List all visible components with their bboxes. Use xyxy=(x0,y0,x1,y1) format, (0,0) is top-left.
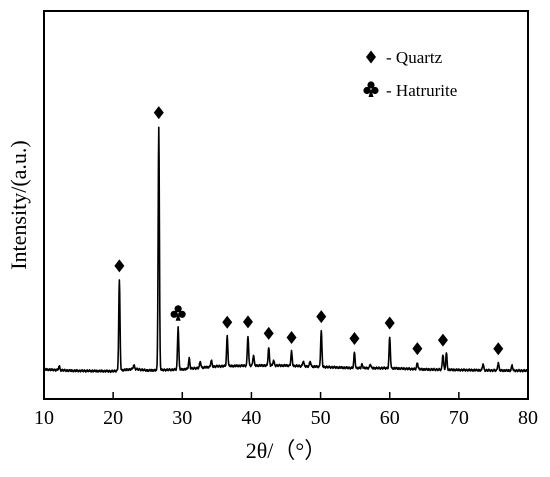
x-tick-label: 10 xyxy=(34,407,54,429)
x-axis-tick-labels: 10 20 30 40 50 60 70 80 xyxy=(34,407,538,429)
quartz-marker xyxy=(286,330,297,344)
club-stem xyxy=(368,89,374,97)
x-tick-label: 80 xyxy=(518,407,538,429)
club-leaf xyxy=(170,310,178,318)
legend-item-quartz: - Quartz xyxy=(366,48,443,67)
club-leaf xyxy=(178,310,186,318)
quartz-marker xyxy=(493,342,504,356)
plot-frame xyxy=(43,10,529,400)
club-icon xyxy=(363,81,379,97)
x-axis-title: 2θ/（°） xyxy=(246,438,326,463)
diamond-icon xyxy=(366,50,376,64)
hatrurite-marker xyxy=(170,305,186,321)
legend-item-hatrurite: - Hatrurite xyxy=(363,81,457,100)
quartz-marker xyxy=(153,106,164,120)
x-tick-label: 60 xyxy=(380,407,400,429)
x-tick-label: 50 xyxy=(311,407,331,429)
legend-diamond-shape xyxy=(366,50,376,64)
club-stem xyxy=(175,312,181,321)
quartz-marker xyxy=(222,315,233,329)
legend-label-quartz: - Quartz xyxy=(386,48,443,67)
quartz-marker xyxy=(114,259,125,273)
x-axis-ticks xyxy=(43,392,529,399)
quartz-marker xyxy=(437,333,448,347)
quartz-marker xyxy=(412,342,423,356)
legend-label-hatrurite: - Hatrurite xyxy=(386,81,457,100)
club-leaf xyxy=(174,305,182,313)
x-tick-label: 40 xyxy=(241,407,261,429)
x-tick-label: 20 xyxy=(103,407,123,429)
quartz-marker xyxy=(349,332,360,346)
club-leaf xyxy=(371,86,379,95)
y-axis-title: Intensity/(a.u.) xyxy=(6,140,31,270)
x-tick-label: 30 xyxy=(172,407,192,429)
peak-markers xyxy=(114,106,504,356)
legend: - Quartz - Hatrurite xyxy=(363,48,457,100)
x-tick-label: 70 xyxy=(449,407,469,429)
legend-club-shape xyxy=(363,81,379,97)
quartz-marker xyxy=(384,316,395,330)
club-leaf xyxy=(367,81,375,89)
quartz-marker xyxy=(242,315,253,329)
quartz-marker xyxy=(316,310,327,324)
club-leaf xyxy=(363,86,371,95)
quartz-marker xyxy=(263,326,274,340)
xrd-pattern-line xyxy=(43,126,529,374)
